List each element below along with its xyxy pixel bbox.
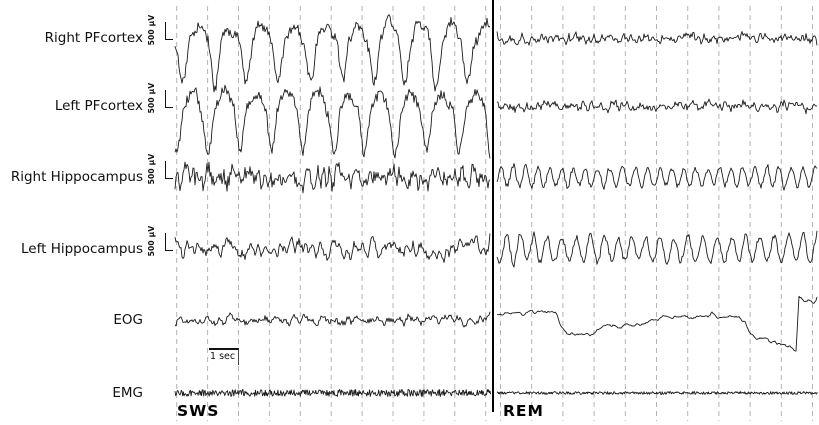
- trace-left-hippocampus-sws: [174, 233, 491, 263]
- time-scale-bar: 1 sec: [209, 348, 239, 365]
- label-right-pfcortex: Right PFcortex: [44, 30, 143, 46]
- trace-right-pfcortex-sws: [174, 14, 491, 93]
- label-left-pfcortex: Left PFcortex: [54, 98, 143, 114]
- time-scale-label: 1 sec: [210, 351, 236, 362]
- amplitude-scale-label: 500 µV: [147, 153, 156, 185]
- trace-eog-sws: [174, 311, 491, 328]
- label-emg: EMG: [112, 385, 143, 401]
- amplitude-scale-bar: [165, 233, 173, 251]
- label-eog: EOG: [113, 312, 143, 328]
- epoch-label-rem: REM: [503, 402, 544, 420]
- trace-eog-rem: [496, 295, 818, 352]
- amplitude-scale-label: 500 µV: [147, 225, 156, 257]
- trace-right-hippocampus-rem: [496, 163, 818, 191]
- epoch-label-sws: SWS: [177, 402, 220, 420]
- label-right-hippocampus: Right Hippocampus: [10, 169, 143, 185]
- trace-emg-rem: [496, 391, 818, 395]
- amplitude-scale-label: 500 µV: [147, 14, 156, 46]
- trace-right-hippocampus-sws: [174, 161, 491, 194]
- trace-left-pfcortex-rem: [496, 98, 818, 115]
- amplitude-scale-bar: [165, 90, 173, 108]
- trace-left-pfcortex-sws: [174, 84, 491, 159]
- trace-emg-sws: [174, 389, 492, 397]
- amplitude-scale-bar: [165, 22, 173, 40]
- trace-left-hippocampus-rem: [496, 230, 818, 268]
- amplitude-scale-label: 500 µV: [147, 82, 156, 114]
- amplitude-scale-bar: [165, 161, 173, 179]
- label-left-hippocampus: Left Hippocampus: [21, 241, 143, 257]
- trace-right-pfcortex-rem: [496, 31, 818, 46]
